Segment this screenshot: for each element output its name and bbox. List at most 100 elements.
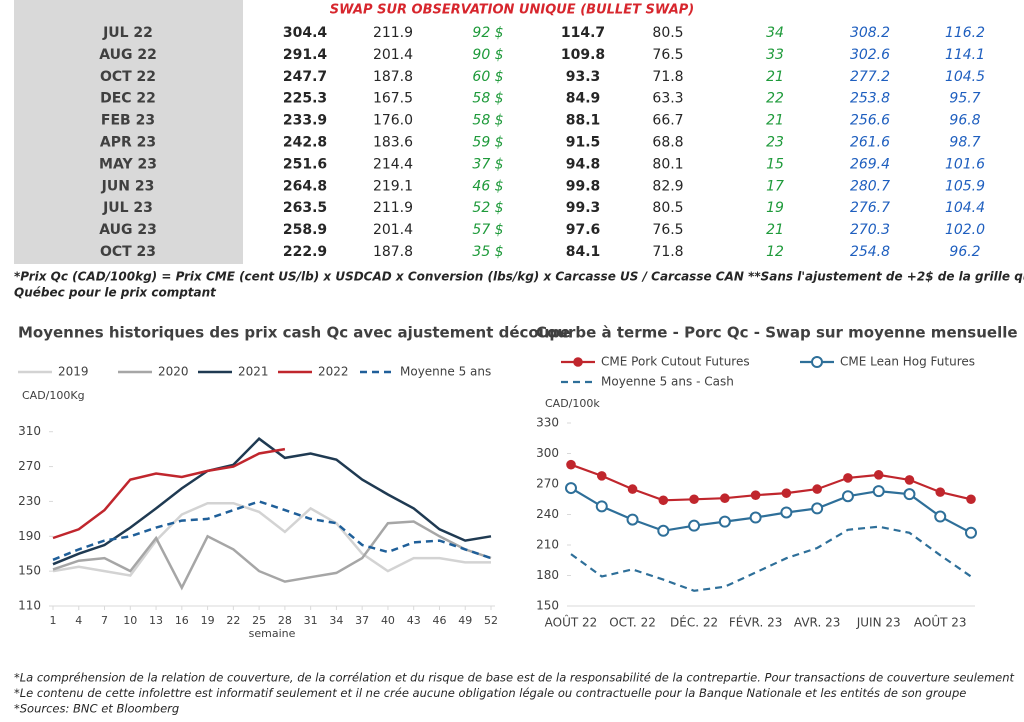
point-marker bbox=[965, 526, 977, 539]
point-marker bbox=[903, 488, 916, 501]
point-marker bbox=[566, 459, 576, 470]
x-tick-label: 4 bbox=[75, 614, 82, 627]
table-title: SWAP SUR OBSERVATION UNIQUE (BULLET SWAP… bbox=[330, 3, 694, 18]
x-tick-label: DÉC. 22 bbox=[670, 615, 718, 630]
table-cell: 214.4 bbox=[373, 156, 413, 172]
table-cell: 104.4 bbox=[945, 200, 985, 216]
y-tick-label: 180 bbox=[536, 568, 559, 582]
table-cell: MAY 23 bbox=[99, 156, 157, 172]
table-cell: 99.8 bbox=[566, 178, 601, 194]
table-cell: 59 $ bbox=[472, 135, 503, 151]
series-line bbox=[570, 463, 972, 502]
table-cell: 254.8 bbox=[850, 244, 890, 260]
y-tick-label: 330 bbox=[536, 416, 559, 430]
point-marker bbox=[626, 513, 639, 526]
y-tick-label: 190 bbox=[18, 529, 41, 543]
table-cell: 12 bbox=[766, 244, 784, 260]
x-tick-label: 16 bbox=[175, 614, 189, 627]
table-cell: 251.6 bbox=[283, 156, 327, 172]
legend-label: 2022 bbox=[318, 365, 349, 379]
y-tick-label: 150 bbox=[18, 564, 41, 578]
y-tick-label: 240 bbox=[536, 507, 559, 521]
legend-label: CME Lean Hog Futures bbox=[840, 355, 975, 369]
table-cell: 253.8 bbox=[850, 91, 890, 107]
disclaimer: *Le contenu de cette infolettre est info… bbox=[14, 686, 966, 700]
table-cell: 22 bbox=[766, 91, 784, 107]
table-cell: 82.9 bbox=[652, 178, 683, 194]
table-cell: 291.4 bbox=[283, 47, 328, 63]
table-cell: 102.0 bbox=[945, 222, 985, 238]
table-cell: 264.8 bbox=[283, 178, 327, 194]
disclaimer: *Sources: BNC et Bloomberg bbox=[14, 702, 179, 716]
table-cell: OCT 22 bbox=[100, 69, 156, 85]
table-cell: 270.3 bbox=[850, 222, 890, 238]
x-axis-label: semaine bbox=[249, 627, 296, 640]
point-marker bbox=[627, 484, 638, 494]
table-cell: 76.5 bbox=[652, 47, 683, 63]
table-cell: 21 bbox=[766, 113, 784, 129]
table-cell: 60 $ bbox=[472, 69, 503, 85]
table-cell: 97.6 bbox=[566, 222, 601, 238]
x-tick-label: 25 bbox=[252, 614, 266, 627]
point-marker bbox=[657, 524, 670, 537]
point-marker bbox=[658, 495, 669, 506]
table-cell: 104.5 bbox=[945, 69, 985, 85]
x-tick-label: 31 bbox=[304, 614, 318, 627]
table-cell: JUL 22 bbox=[102, 25, 153, 41]
table-cell: 116.2 bbox=[945, 25, 985, 41]
table-cell: 276.7 bbox=[850, 200, 890, 216]
point-marker bbox=[688, 519, 701, 532]
series-line bbox=[52, 500, 492, 561]
x-tick-label: 43 bbox=[407, 614, 421, 627]
point-marker bbox=[841, 490, 854, 503]
y-tick-label: 210 bbox=[536, 538, 559, 552]
point-marker bbox=[749, 511, 762, 524]
table-cell: 84.9 bbox=[566, 91, 601, 107]
table-cell: 23 bbox=[766, 135, 784, 151]
y-tick-label: 110 bbox=[18, 599, 41, 613]
table-cell: 247.7 bbox=[283, 69, 327, 85]
table-cell: 96.2 bbox=[949, 244, 980, 260]
table-cell: JUL 23 bbox=[102, 200, 153, 216]
legend-label: 2021 bbox=[238, 365, 269, 379]
table-cell: 233.9 bbox=[283, 113, 327, 129]
table-cell: APR 23 bbox=[100, 135, 156, 151]
table-cell: 33 bbox=[766, 47, 784, 63]
point-marker bbox=[781, 488, 792, 498]
x-tick-label: 1 bbox=[50, 614, 57, 627]
table-label-column bbox=[14, 0, 243, 264]
x-tick-label: AOÛT 22 bbox=[545, 615, 598, 630]
point-marker bbox=[720, 493, 730, 504]
table-cell: 263.5 bbox=[283, 200, 327, 216]
table-cell: 101.6 bbox=[945, 156, 985, 172]
x-tick-label: 28 bbox=[278, 614, 292, 627]
table-cell: 58 $ bbox=[472, 113, 503, 129]
point-marker bbox=[689, 494, 699, 505]
table-cell: AUG 23 bbox=[99, 222, 157, 238]
y-tick-label: 300 bbox=[536, 446, 559, 460]
table-cell: 58 $ bbox=[472, 91, 503, 107]
table-cell: 52 $ bbox=[472, 200, 503, 216]
table-cell: JUN 23 bbox=[101, 178, 155, 194]
y-tick-label: 150 bbox=[536, 599, 559, 613]
table-cell: 98.7 bbox=[949, 135, 980, 151]
table-cell: 109.8 bbox=[561, 47, 605, 63]
x-tick-label: 49 bbox=[458, 614, 472, 627]
table-cell: 84.1 bbox=[566, 244, 601, 260]
table-cell: 256.6 bbox=[850, 113, 890, 129]
series-line bbox=[52, 520, 492, 591]
table-cell: 183.6 bbox=[373, 135, 413, 151]
chart-title: Moyennes historiques des prix cash Qc av… bbox=[18, 324, 570, 342]
table-cell: 90 $ bbox=[472, 47, 503, 63]
y-tick-label: 230 bbox=[18, 494, 41, 508]
x-tick-label: 52 bbox=[484, 614, 498, 627]
x-tick-label: 10 bbox=[123, 614, 137, 627]
table-cell: 21 bbox=[766, 69, 784, 85]
table-cell: 80.1 bbox=[652, 156, 683, 172]
series-line bbox=[52, 501, 491, 577]
x-tick-label: FÉVR. 23 bbox=[729, 615, 783, 630]
table-cell: 17 bbox=[766, 178, 784, 194]
x-tick-label: 19 bbox=[201, 614, 215, 627]
table-cell: 211.9 bbox=[373, 200, 413, 216]
table-cell: 46 $ bbox=[472, 178, 503, 194]
